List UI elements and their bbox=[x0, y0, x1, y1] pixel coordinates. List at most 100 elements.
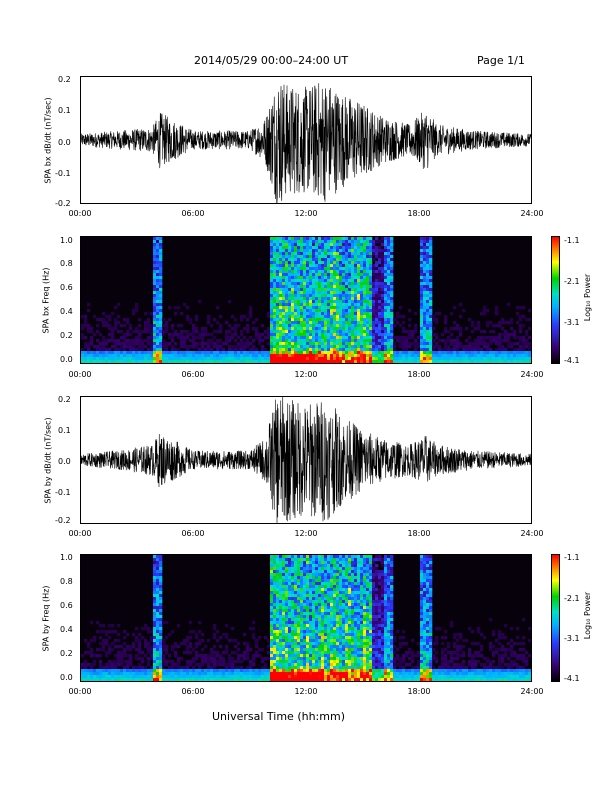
spectrogram-cell bbox=[300, 663, 304, 667]
spectrogram-cell bbox=[159, 657, 163, 661]
spectrogram-cell bbox=[303, 282, 307, 286]
spectrogram-cell bbox=[279, 264, 283, 268]
spectrogram-cell bbox=[429, 324, 433, 328]
spectrogram-cell bbox=[381, 264, 385, 268]
spectrogram-cell bbox=[429, 282, 433, 286]
spectrogram-cell bbox=[201, 333, 205, 337]
spectrogram-cell bbox=[312, 636, 316, 640]
spectrogram-cell bbox=[315, 255, 319, 259]
spectrogram-cell bbox=[429, 315, 433, 319]
spectrogram-cell bbox=[345, 273, 349, 277]
spectrogram-cell bbox=[381, 273, 385, 277]
spectrogram-cell bbox=[291, 306, 295, 310]
spectrogram-cell bbox=[369, 306, 373, 310]
spectrogram-cell bbox=[186, 669, 190, 673]
spectrogram-cell bbox=[156, 330, 160, 334]
spectrogram-cell bbox=[318, 297, 322, 301]
spectrogram-cell bbox=[129, 663, 133, 667]
spectrogram-cell bbox=[300, 630, 304, 634]
spectrogram-cell bbox=[474, 345, 478, 349]
spectrogram-cell bbox=[276, 255, 280, 259]
spectrogram-cell bbox=[360, 255, 364, 259]
spectrogram-cell bbox=[132, 348, 136, 352]
spectrogram-cell bbox=[423, 273, 427, 277]
spectrogram-cell bbox=[291, 336, 295, 340]
spectrogram-cell bbox=[201, 648, 205, 652]
spectrogram-cell bbox=[153, 612, 157, 616]
spectrogram-cell bbox=[162, 639, 166, 643]
spectrogram-cell bbox=[342, 270, 346, 274]
spectrogram-cell bbox=[357, 303, 361, 307]
spectrogram-cell bbox=[342, 585, 346, 589]
spectrogram-cell bbox=[426, 264, 430, 268]
spectrogram-cell bbox=[342, 360, 346, 363]
spectrogram-cell bbox=[330, 594, 334, 598]
spectrogram-cell bbox=[408, 309, 412, 313]
spectrogram-cell bbox=[387, 264, 391, 268]
spectrogram-cell bbox=[483, 312, 487, 316]
spectrogram-cell bbox=[276, 591, 280, 595]
spectrogram-cell bbox=[384, 255, 388, 259]
spectrogram-cell bbox=[276, 555, 280, 559]
spectrogram-cell bbox=[306, 603, 310, 607]
spectrogram-cell bbox=[330, 345, 334, 349]
spectrogram-cell bbox=[279, 624, 283, 628]
spectrogram-cell bbox=[312, 657, 316, 661]
spectrogram-cell bbox=[150, 675, 154, 679]
spectrogram-cell bbox=[255, 675, 259, 679]
spectrogram-cell bbox=[195, 669, 199, 673]
spectrogram-cell bbox=[234, 351, 238, 355]
spectrogram-cell bbox=[135, 639, 139, 643]
spectrogram-cell bbox=[276, 267, 280, 271]
spectrogram-cell bbox=[276, 666, 280, 670]
spectrogram-cell bbox=[429, 336, 433, 340]
spectrogram-cell bbox=[306, 624, 310, 628]
spectrogram-cell bbox=[333, 348, 337, 352]
spectrogram-cell bbox=[204, 669, 208, 673]
spectrogram-cell bbox=[237, 642, 241, 646]
spectrogram-cell bbox=[327, 624, 331, 628]
spectrogram-cell bbox=[144, 645, 148, 649]
spectrogram-cell bbox=[273, 300, 277, 304]
spectrogram-cell bbox=[252, 354, 256, 358]
spectrogram-cell bbox=[360, 345, 364, 349]
spectrogram-cell bbox=[273, 663, 277, 667]
spectrogram-cell bbox=[399, 360, 403, 363]
spectrogram-cell bbox=[375, 297, 379, 301]
spectrogram-cell bbox=[93, 669, 97, 673]
spectrogram-cell bbox=[291, 633, 295, 637]
spectrogram-cell bbox=[90, 354, 94, 358]
spectrogram-cell bbox=[420, 285, 424, 289]
spectrogram-cell bbox=[219, 327, 223, 331]
spectrogram-cell bbox=[324, 249, 328, 253]
spectrogram-cell bbox=[327, 294, 331, 298]
spectrogram-cell bbox=[342, 645, 346, 649]
spectrogram-cell bbox=[342, 630, 346, 634]
spectrogram-cell bbox=[294, 279, 298, 283]
spectrogram-cell bbox=[423, 294, 427, 298]
spectrogram-cell bbox=[192, 357, 196, 361]
spectrogram-cell bbox=[312, 654, 316, 658]
spectrogram-cell bbox=[330, 648, 334, 652]
spectrogram-cell bbox=[429, 255, 433, 259]
spectrogram-cell bbox=[114, 351, 118, 355]
spectrogram-cell bbox=[306, 258, 310, 262]
spectrogram-cell bbox=[153, 585, 157, 589]
spectrogram-cell bbox=[297, 579, 301, 583]
spectrogram-cell bbox=[291, 252, 295, 256]
spectrogram-cell bbox=[318, 249, 322, 253]
spectrogram-cell bbox=[444, 351, 448, 355]
spectrogram-cell bbox=[324, 633, 328, 637]
spectrogram-cell bbox=[90, 672, 94, 676]
spectrogram-cell bbox=[270, 606, 274, 610]
spectrogram-cell bbox=[327, 237, 331, 241]
spectrogram-cell bbox=[414, 360, 418, 363]
spectrogram-cell bbox=[327, 354, 331, 358]
spectrogram-cell bbox=[297, 255, 301, 259]
spectrogram-cell bbox=[372, 279, 376, 283]
spectrogram-cell bbox=[300, 648, 304, 652]
spectrogram-cell bbox=[315, 654, 319, 658]
spectrogram-cell bbox=[279, 567, 283, 571]
spectrogram-cell bbox=[474, 342, 478, 346]
spectrogram-cell bbox=[288, 660, 292, 664]
